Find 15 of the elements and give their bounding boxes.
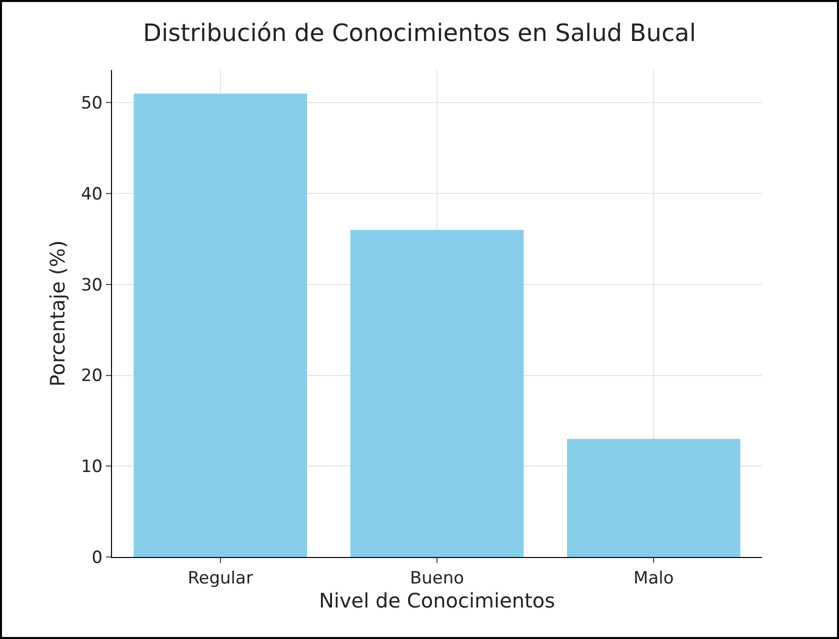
x-tick-label: Regular [188,568,253,588]
y-tick-label: 50 [80,94,103,114]
bar [134,94,307,557]
y-axis-title: Porcentaje (%) [45,240,70,387]
chart-title: Distribución de Conocimientos en Salud Bucal [142,19,696,48]
y-tick-label: 40 [80,184,103,205]
bar [350,230,524,557]
y-tick-label: 20 [80,366,103,386]
y-tick-label: 0 [92,548,103,568]
x-tick-label: Bueno [410,568,464,588]
y-tick-label: 10 [80,457,103,478]
bar [567,438,740,557]
x-tick-label: Malo [634,568,674,588]
y-tick-label: 30 [80,275,103,296]
x-axis-title: Nivel de Conocimientos [318,588,556,612]
